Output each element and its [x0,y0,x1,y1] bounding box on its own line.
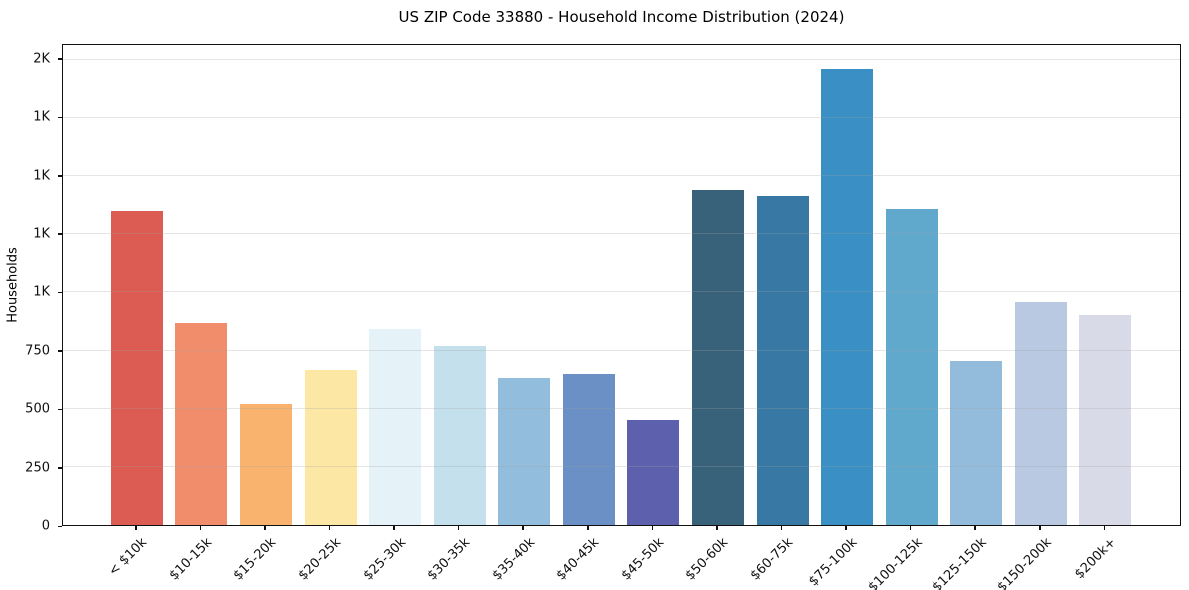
x-tick-mark-5 [393,526,395,530]
y-tick-mark-250 [57,467,62,469]
bar-1--10k [110,211,163,525]
bar-2--10-15k [175,323,228,525]
y-tick-label-1750: 1K [33,109,50,125]
gridline-1500 [63,175,1180,176]
y-tick-label-500: 500 [25,401,50,417]
x-tick-label--125-150k: $125-150k [929,535,990,590]
x-tick-mark-8 [587,526,589,530]
x-tick-label--20-25k: $20-25k [295,535,345,584]
bar-10--50-60k [691,189,744,525]
y-tick-label-0: 0 [41,518,50,534]
plot-area [62,44,1181,526]
x-tick-label--75-100k: $75-100k [806,535,861,590]
x-tick-label--60-75k: $60-75k [747,535,797,584]
y-tick-label-250: 250 [25,460,50,476]
bar-16--200k- [1079,314,1132,525]
gridline-1250 [63,233,1180,235]
bar-15--150-200k [1014,302,1067,525]
bar-11--60-75k [756,195,809,525]
x-tick-label--10-15k: $10-15k [166,535,215,584]
bar-6--30-35k [433,345,486,525]
x-tick-mark-13 [909,526,912,530]
x-tick-mark-7 [522,526,524,530]
y-tick-mark-750 [57,350,62,352]
y-tick-mark-2000 [57,58,62,60]
x-tick-mark-10 [716,526,718,530]
bar-7--35-40k [498,377,551,525]
y-tick-mark-1500 [57,175,62,177]
x-tick-mark-3 [264,526,266,530]
gridline-500 [63,407,1180,409]
x-tick-label--10k: < $10k [106,535,151,580]
x-tick-label--15-20k: $15-20k [231,535,280,584]
x-tick-label--35-40k: $35-40k [489,535,538,584]
bar-14--125-150k [950,360,1003,525]
y-tick-mark-1250 [57,233,62,235]
y-tick-label-1500: 1K [33,168,50,184]
x-tick-mark-15 [1039,526,1041,530]
x-tick-mark-4 [328,526,331,530]
x-tick-label--100-125k: $100-125k [865,535,926,590]
y-tick-mark-0 [57,525,62,527]
x-tick-mark-6 [457,526,460,530]
x-tick-mark-9 [651,526,654,530]
x-tick-label--30-35k: $30-35k [424,535,474,584]
bar-13--100-125k [885,208,938,525]
x-tick-mark-14 [974,526,976,530]
y-tick-label-1250: 1K [33,226,50,242]
x-tick-mark-11 [780,526,783,530]
y-tick-mark-1750 [57,116,62,119]
x-tick-mark-1 [135,526,137,530]
gridline-1000 [63,291,1180,293]
y-tick-mark-500 [57,408,62,411]
bar-5--25-30k [369,328,422,525]
bar-8--40-45k [562,374,615,525]
y-tick-mark-1000 [57,291,62,294]
x-tick-label--40-45k: $40-45k [553,535,603,584]
y-tick-label-1000: 1K [33,284,50,300]
y-tick-label-750: 750 [25,343,50,359]
bar-12--75-100k [821,69,874,525]
chart-title: US ZIP Code 33880 - Household Income Dis… [398,8,845,26]
x-tick-mark-2 [199,526,202,530]
x-tick-mark-12 [845,526,847,530]
gridline-250 [63,465,1180,467]
x-tick-mark-16 [1103,526,1106,530]
gridline-750 [63,349,1180,351]
x-tick-label--200k-: $200k+ [1071,535,1119,583]
bar-3--15-20k [239,403,292,525]
x-tick-label--45-50k: $45-50k [618,535,667,584]
y-tick-label-2000: 2K [33,51,50,67]
x-tick-label--50-60k: $50-60k [683,535,732,584]
gridline-2000 [63,58,1180,60]
x-tick-label--25-30k: $25-30k [360,535,409,584]
bar-4--20-25k [304,370,357,525]
gridline-1750 [63,116,1180,118]
bar-9--45-50k [627,419,680,525]
x-tick-label--150-200k: $150-200k [994,535,1055,590]
